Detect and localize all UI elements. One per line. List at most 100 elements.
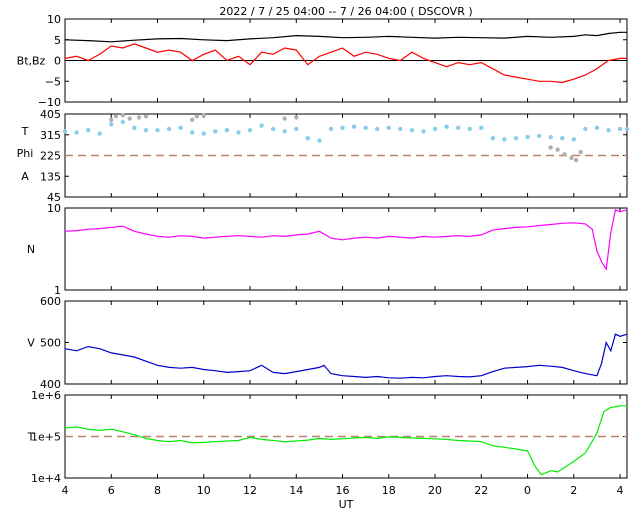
theta-point xyxy=(363,125,368,131)
y-tick-label: 315 xyxy=(40,129,61,142)
theta-point xyxy=(490,136,496,141)
y-axis-label: N xyxy=(27,243,35,256)
theta-point xyxy=(247,127,253,133)
phi-point xyxy=(569,155,574,161)
phi-point xyxy=(127,116,132,121)
y-tick-label: 10 xyxy=(47,13,61,26)
theta-point xyxy=(224,127,230,133)
speed-series-line xyxy=(64,333,628,379)
theta-point xyxy=(109,122,114,127)
phi-point xyxy=(120,112,126,118)
chart-title: 2022 / 7 / 25 04:00 -- 7 / 26 04:00 ( DS… xyxy=(219,5,472,18)
panel-frame xyxy=(64,207,628,291)
phi-point xyxy=(143,114,149,119)
y-tick-label: 400 xyxy=(40,378,61,391)
x-tick-label: 12 xyxy=(243,484,257,497)
theta-point xyxy=(548,134,553,140)
theta-point xyxy=(409,127,415,133)
y-axis-label: Phi xyxy=(17,147,34,160)
y-tick-label: 405 xyxy=(40,108,61,121)
theta-point xyxy=(190,130,195,135)
y-tick-label: 1e+6 xyxy=(31,389,61,402)
theta-point xyxy=(479,125,484,131)
theta-point xyxy=(166,126,172,132)
x-tick-label: 14 xyxy=(289,484,303,497)
phi-point xyxy=(201,112,206,118)
theta-point xyxy=(305,136,311,141)
theta-point xyxy=(386,125,391,131)
phi-point xyxy=(282,116,287,121)
theta-point xyxy=(97,131,102,136)
y-axis-label: V xyxy=(27,337,35,350)
temperature-series-line xyxy=(64,405,627,476)
theta-point xyxy=(236,130,241,135)
phi-point xyxy=(194,114,200,119)
x-tick-label: 2 xyxy=(570,484,577,497)
theta-point xyxy=(270,126,276,132)
theta-point xyxy=(178,125,183,131)
x-axis-label: UT xyxy=(339,498,354,511)
theta-point xyxy=(155,127,160,133)
theta-point xyxy=(85,127,91,133)
theta-point xyxy=(617,126,623,132)
theta-point xyxy=(294,126,299,132)
phi-point xyxy=(190,117,195,122)
theta-point xyxy=(624,126,630,132)
phi-point xyxy=(555,147,560,152)
theta-point xyxy=(143,127,149,133)
y-tick-label: 600 xyxy=(40,295,61,308)
x-tick-label: 4 xyxy=(617,484,624,497)
x-tick-label: 20 xyxy=(428,484,442,497)
phi-point xyxy=(548,145,553,150)
x-tick-label: 18 xyxy=(382,484,396,497)
y-tick-label: 135 xyxy=(40,170,61,183)
theta-point xyxy=(513,136,519,141)
theta-point xyxy=(132,125,137,131)
chart-panels: 10 5 0 −5 −10 Bt,Bz 405 315 225 135 45 T Phi A 10 1 N 600… xyxy=(17,13,630,485)
bz-series-line xyxy=(64,43,627,84)
x-tick-label: 16 xyxy=(336,484,350,497)
theta-point xyxy=(606,127,611,133)
theta-point xyxy=(201,131,206,136)
theta-point xyxy=(340,125,345,131)
panel-speed: 600 500 400 V xyxy=(27,295,628,391)
theta-point xyxy=(351,124,357,129)
phi-point xyxy=(294,115,299,120)
theta-point xyxy=(571,137,577,142)
y-tick-label: 1e+4 xyxy=(31,472,61,485)
panel-field-angles: 405 315 225 135 45 T Phi A xyxy=(17,108,630,204)
theta-point xyxy=(467,126,472,132)
theta-point xyxy=(398,126,403,132)
panel-density: 10 1 N xyxy=(27,202,628,297)
density-series-line xyxy=(64,208,628,271)
panel-frame xyxy=(64,300,628,385)
y-axis-label: Bt,Bz xyxy=(17,55,46,68)
theta-point xyxy=(421,129,426,134)
y-tick-label: 1e+5 xyxy=(31,431,61,444)
theta-point xyxy=(502,137,507,142)
theta-point xyxy=(583,126,588,132)
phi-point xyxy=(573,157,579,163)
theta-point xyxy=(455,125,461,131)
theta-point xyxy=(560,136,565,141)
theta-point xyxy=(375,126,380,132)
y-tick-label: 0 xyxy=(54,55,61,68)
theta-point xyxy=(282,129,287,134)
x-tick-label: 4 xyxy=(62,484,69,497)
panel-magnetic-field: 10 5 0 −5 −10 Bt,Bz xyxy=(17,13,628,109)
y-tick-label: 45 xyxy=(47,191,61,204)
y-tick-label: 500 xyxy=(40,337,61,350)
x-tick-label: 10 xyxy=(197,484,211,497)
phi-point xyxy=(109,117,114,122)
x-tick-label: 6 xyxy=(108,484,115,497)
y-tick-label: −10 xyxy=(38,96,61,109)
y-tick-label: 10 xyxy=(47,202,61,215)
x-tick-label: 22 xyxy=(474,484,488,497)
y-axis-label: T xyxy=(27,431,35,444)
phi-point xyxy=(562,152,567,157)
theta-point xyxy=(328,126,334,132)
theta-point xyxy=(62,129,68,134)
theta-point xyxy=(317,138,322,143)
x-tick-label: 0 xyxy=(524,484,531,497)
